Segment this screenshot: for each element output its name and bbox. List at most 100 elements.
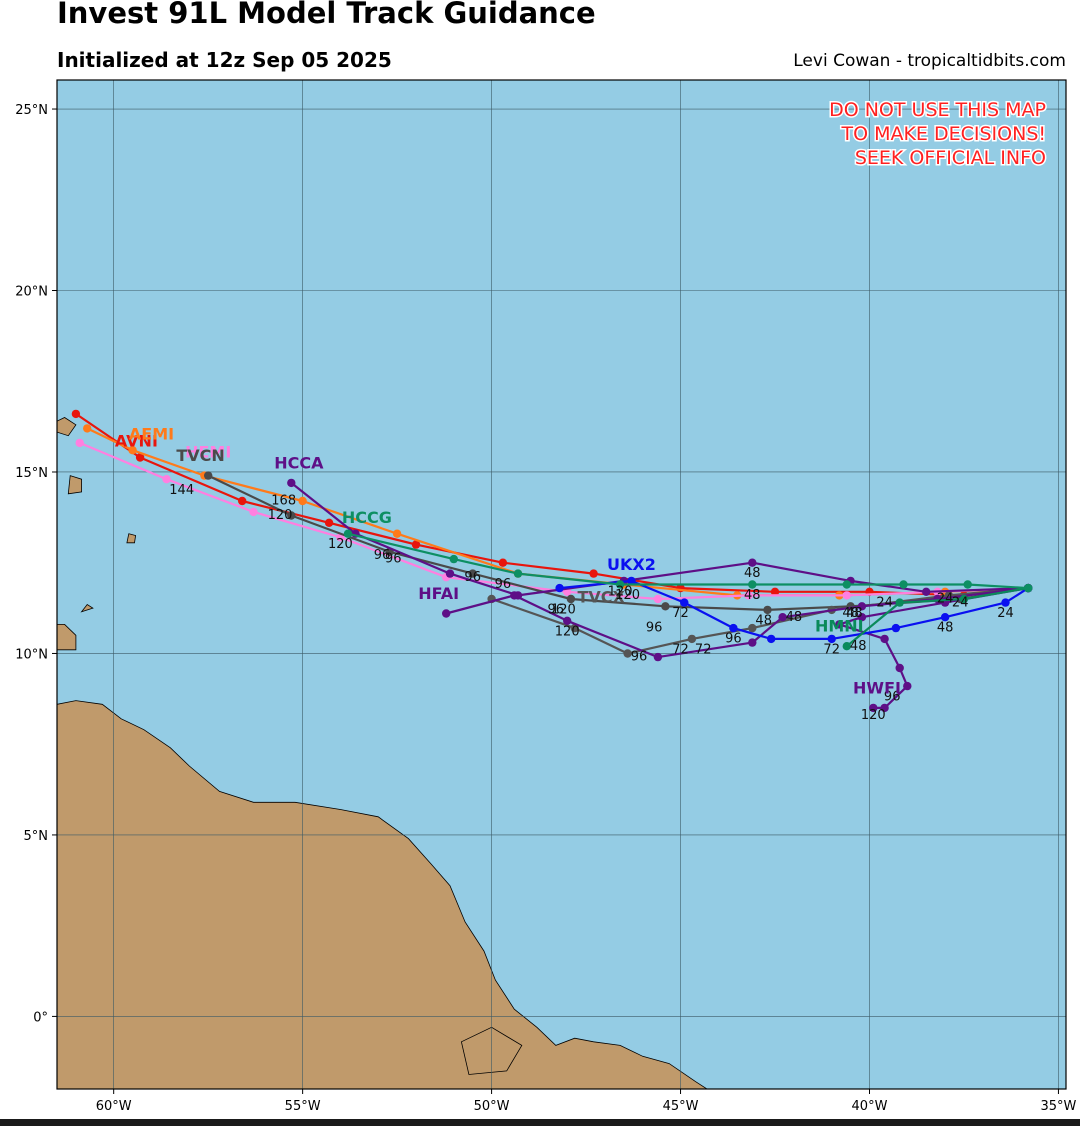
forecast-hour-label: 72: [672, 606, 689, 621]
track-point-hwfi: [857, 613, 867, 622]
track-point-tvcx: [748, 623, 757, 633]
track-point-hfai: [653, 652, 663, 662]
track-point-hemi: [162, 475, 171, 484]
window-bottom-bar: [0, 1119, 1080, 1126]
track-point-ukx2: [827, 634, 836, 644]
model-name-hwfi: HWFI: [853, 678, 901, 697]
track-point-hfai: [442, 609, 451, 618]
forecast-hour-label: 48: [744, 588, 761, 603]
track-point-avni: [589, 569, 598, 578]
axis-ticks: 60°W 55°W 50°W 45°W 40°W 35°W 25°N 20°N 15°N 10°N…: [15, 103, 1076, 1114]
track-point-ukx2: [767, 634, 776, 644]
track-point-ukx2: [680, 598, 689, 607]
model-name-hccg: HCCG: [342, 508, 392, 527]
track-point-tvcx: [570, 623, 579, 633]
forecast-hour-label: 96: [646, 621, 663, 636]
trinidad: [57, 624, 77, 651]
track-point-aemi: [298, 496, 307, 506]
track-point-hcca: [445, 569, 455, 578]
track-point-hemi: [744, 591, 753, 600]
lon-tick-label: 40°W: [852, 1099, 888, 1114]
init-time-subtitle: Initialized at 12z Sep 05 2025: [57, 48, 392, 72]
model-name-hmni: HMNI: [815, 617, 864, 636]
forecast-hour-label: 72: [695, 643, 712, 658]
track-point-hemi: [842, 591, 851, 600]
lat-tick-label: 15°N: [15, 466, 48, 481]
track-point-hwfi: [869, 703, 878, 713]
track-line-avni: [75, 412, 1029, 597]
track-point-hccg: [899, 580, 908, 589]
track-point-tvcx: [623, 649, 632, 658]
forecast-hour-label: 24: [876, 595, 893, 610]
track-point-hccg: [513, 569, 523, 578]
forecast-hour-label: 48: [842, 606, 859, 621]
track-point-hccg: [748, 580, 757, 589]
track-point-hccg: [842, 580, 851, 589]
track-point-hccg: [449, 554, 458, 564]
lat-tick-label: 10°N: [15, 647, 48, 662]
track-point-ukx2: [940, 613, 950, 622]
track-point-hccg: [1023, 583, 1033, 593]
track-point-hcca: [922, 587, 931, 596]
forecast-hour-label: 24: [952, 595, 969, 610]
martinique: [67, 475, 82, 495]
forecast-hour-label: 96: [884, 690, 901, 705]
track-point-avni: [135, 453, 145, 462]
guadeloupe: [57, 417, 77, 437]
model-name-avni: AVNI: [115, 432, 158, 451]
model-name-tvcx: TVCX: [578, 588, 626, 607]
track-line-ukx2: [559, 579, 1029, 640]
lon-tick-label: 35°W: [1040, 1099, 1076, 1114]
track-point-hwfi: [880, 703, 889, 713]
track-point-ukx2: [555, 583, 564, 593]
forecast-hour-label: 24: [997, 606, 1014, 621]
track-point-avni: [324, 518, 334, 527]
forecast-hour-label: 120: [861, 708, 886, 723]
forecast-hour-label: 96: [548, 603, 565, 618]
warning-line-1: DO NOT USE THIS MAP: [829, 99, 1046, 121]
track-point-aemi: [128, 446, 137, 455]
track-point-tvcn: [763, 605, 772, 615]
warning-line-3: SEEK OFFICIAL INFO: [855, 147, 1046, 169]
track-point-avni: [770, 587, 780, 596]
forecast-hour-label: 48: [744, 566, 761, 581]
track-point-hccg: [963, 580, 972, 589]
track-point-avni: [498, 558, 508, 567]
track-point-tvcn: [661, 602, 670, 611]
track-point-hfai: [748, 638, 757, 647]
model-name-tvcn: TVCN: [176, 446, 224, 465]
warning-line-2: TO MAKE DECISIONS!: [840, 123, 1046, 145]
track-line-tvcx: [491, 587, 1029, 655]
lon-tick-label: 60°W: [96, 1099, 132, 1114]
track-point-tvcx: [687, 634, 697, 644]
track-point-tvcn: [468, 569, 477, 578]
track-point-hccg: [343, 529, 353, 538]
track-point-tvcn: [287, 511, 296, 520]
credit-text: Levi Cowan - tropicaltidbits.com: [793, 51, 1066, 71]
forecast-hour-label: 168: [271, 494, 296, 509]
forecast-hour-label: 48: [846, 606, 863, 621]
track-point-aemi: [392, 529, 402, 538]
track-point-ukx2: [891, 623, 901, 633]
forecast-hour-label: 120: [268, 508, 293, 523]
forecast-hour-label: 96: [374, 548, 391, 563]
forecast-hour-label: 48: [850, 639, 867, 654]
forecast-hour-label: 24: [937, 592, 954, 607]
track-point-hfai: [857, 602, 867, 611]
track-point-avni: [71, 409, 81, 419]
forecast-hour-label: 48: [786, 610, 803, 625]
forecast-hour-label: 48: [937, 621, 954, 636]
track-point-avni: [411, 540, 421, 549]
track-point-hwfi: [895, 663, 904, 673]
forecast-hour-label: 96: [464, 570, 481, 585]
track-point-hfai: [510, 591, 519, 600]
model-name-aemi: AEMI: [129, 424, 174, 443]
forecast-hour-label: 144: [169, 483, 194, 498]
forecast-hour-label: 48: [755, 613, 772, 628]
forecast-hour-label: 96: [385, 552, 402, 567]
track-labels: AVNIAEMIHEMI2448729696120144TVCN24487296…: [115, 424, 1014, 723]
forecast-hour-label: 120: [555, 624, 580, 639]
track-point-tvcn: [204, 471, 213, 480]
model-tracks: [71, 409, 1033, 713]
